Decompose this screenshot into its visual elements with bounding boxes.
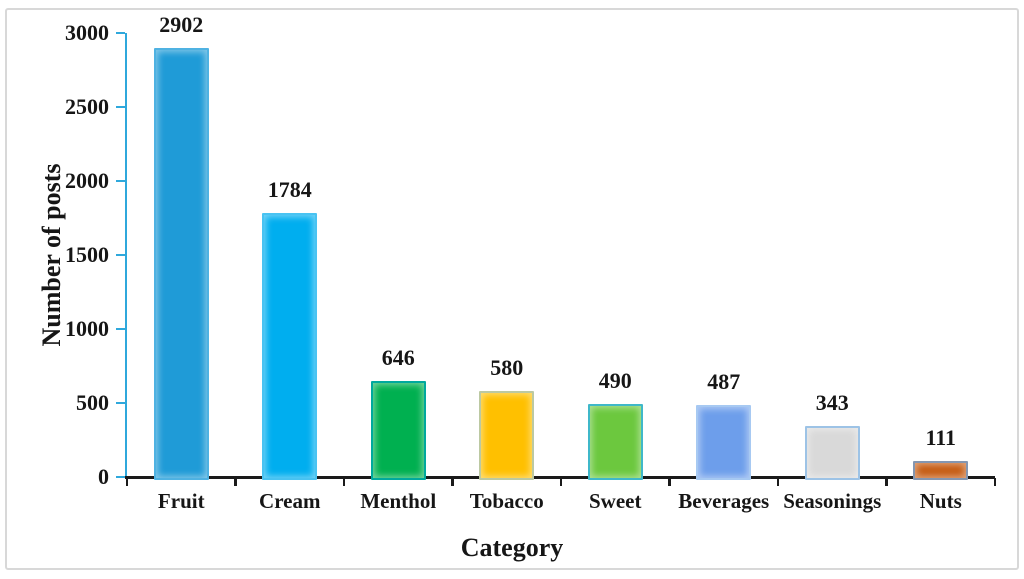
y-axis-tick-label: 1000 <box>65 316 109 341</box>
x-axis-tick <box>559 478 563 486</box>
x-category-label: Cream <box>259 489 321 513</box>
y-axis-tick <box>115 31 125 35</box>
bar-seasonings <box>804 426 860 480</box>
x-axis-title: Category <box>460 533 564 562</box>
y-axis-tick-label: 500 <box>76 390 109 415</box>
x-category-label: Fruit <box>157 489 205 513</box>
x-axis-tick <box>885 478 888 486</box>
x-category-label: Nuts <box>919 489 962 513</box>
y-axis-tick <box>115 105 125 109</box>
x-category-label: Beverages <box>678 489 770 513</box>
bar-fruit <box>153 47 209 480</box>
x-axis-tick <box>993 478 997 486</box>
y-axis-tick-label: 2000 <box>65 168 109 193</box>
x-category-label: Menthol <box>360 489 437 513</box>
y-axis-tick <box>115 253 125 257</box>
x-category-label: Seasonings <box>783 489 882 513</box>
x-axis-tick <box>668 478 671 486</box>
bar-cream <box>262 212 318 480</box>
bar-value-label: 111 <box>925 424 957 450</box>
bar-value-label: 490 <box>598 368 632 394</box>
bar-value-label: 2902 <box>159 11 204 37</box>
x-category-label: Sweet <box>589 489 642 513</box>
bar-value-label: 1784 <box>267 176 312 202</box>
y-axis-tick-label: 2500 <box>65 94 109 119</box>
bar-sweet <box>587 404 643 480</box>
bar-value-label: 646 <box>381 345 415 371</box>
bar-value-label: 580 <box>490 355 524 381</box>
y-axis-line <box>124 33 127 479</box>
x-axis-tick <box>451 478 454 486</box>
y-axis-tick <box>115 327 125 331</box>
y-axis-tick <box>115 401 125 405</box>
y-axis-tick <box>115 179 125 183</box>
bar-nuts <box>913 460 969 480</box>
bar-menthol <box>370 381 426 480</box>
x-axis-tick <box>776 478 780 486</box>
x-axis-line <box>124 475 995 479</box>
bar-beverages <box>696 404 752 480</box>
bar-tobacco <box>479 391 535 480</box>
bar-value-label: 487 <box>707 368 741 394</box>
x-axis-tick <box>125 478 129 486</box>
y-axis-tick-label: 1500 <box>65 242 109 267</box>
y-axis-tick-label: 0 <box>98 464 109 489</box>
bar-value-label: 343 <box>815 390 849 416</box>
y-axis-tick-label: 3000 <box>65 20 109 45</box>
x-category-label: Tobacco <box>469 489 544 513</box>
x-axis-tick <box>234 478 237 486</box>
x-axis-tick <box>342 478 346 486</box>
y-axis-tick <box>115 475 125 479</box>
